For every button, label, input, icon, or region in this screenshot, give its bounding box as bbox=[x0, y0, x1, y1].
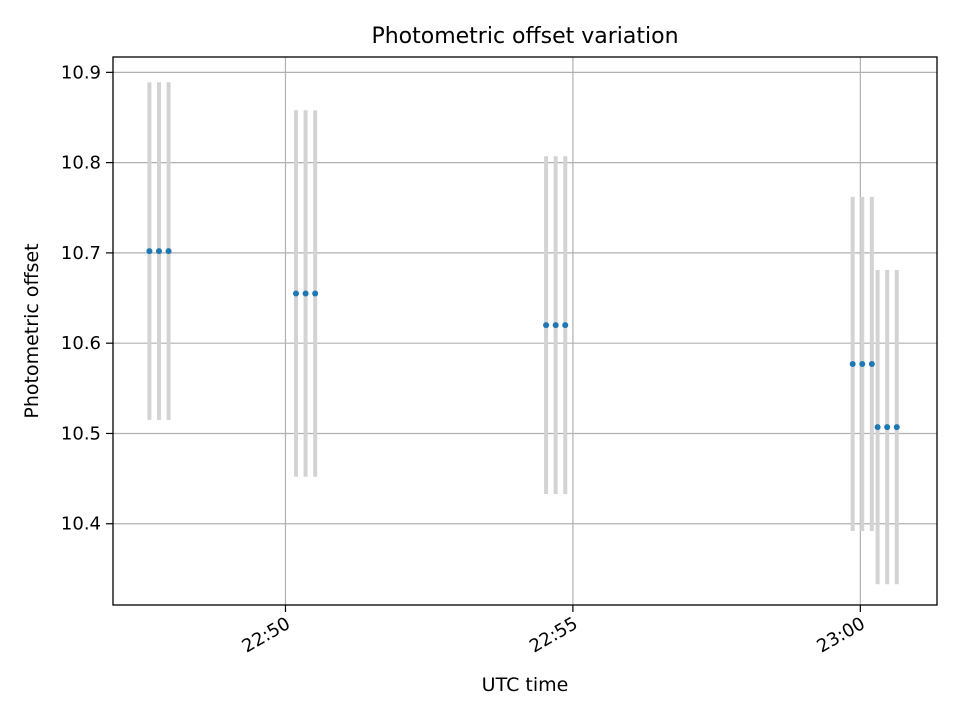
y-axis-label: Photometric offset bbox=[21, 243, 43, 418]
plot-frame bbox=[112, 56, 938, 606]
data-point bbox=[893, 424, 900, 431]
data-point bbox=[302, 290, 309, 297]
data-points bbox=[146, 248, 900, 431]
y-tick-label: 10.7 bbox=[61, 243, 101, 264]
data-point bbox=[868, 360, 875, 367]
data-point bbox=[874, 424, 881, 431]
data-point bbox=[312, 290, 319, 297]
data-point bbox=[146, 248, 153, 255]
y-tick-label: 10.8 bbox=[61, 153, 101, 174]
y-tick-label: 10.4 bbox=[61, 514, 101, 535]
y-tick-label: 10.9 bbox=[61, 62, 101, 83]
x-axis-label: UTC time bbox=[482, 674, 569, 696]
data-point bbox=[155, 248, 162, 255]
y-tick-label: 10.6 bbox=[61, 333, 101, 354]
data-point bbox=[849, 360, 856, 367]
data-point bbox=[562, 322, 569, 329]
grid bbox=[113, 57, 937, 605]
data-point bbox=[859, 360, 866, 367]
data-point bbox=[884, 424, 891, 431]
y-tick-label: 10.5 bbox=[61, 423, 101, 444]
data-point bbox=[293, 290, 300, 297]
data-point bbox=[552, 322, 559, 329]
data-point bbox=[543, 322, 550, 329]
chart-title: Photometric offset variation bbox=[371, 24, 678, 49]
y-axis-ticks: 10.4 10.5 10.6 10.7 10.8 10.9 bbox=[61, 62, 113, 535]
data-point bbox=[165, 248, 172, 255]
